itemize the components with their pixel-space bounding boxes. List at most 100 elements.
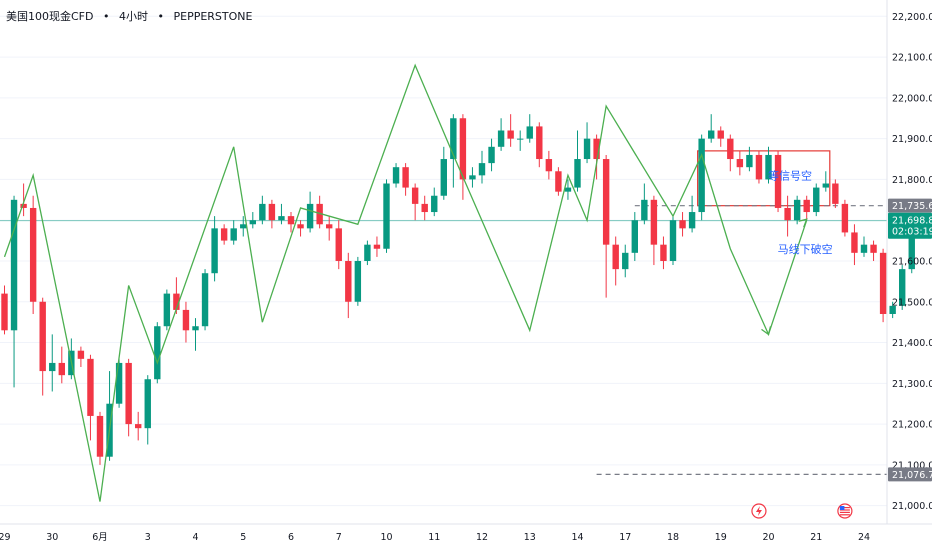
symbol-name[interactable]: 美国100现金CFD [6, 10, 94, 23]
candle[interactable] [469, 167, 476, 188]
candle[interactable] [287, 212, 295, 233]
candle[interactable] [392, 163, 400, 188]
candle[interactable] [201, 269, 209, 331]
candle[interactable] [497, 118, 505, 151]
interval-label[interactable]: 4小时 [118, 10, 148, 23]
candle[interactable] [832, 179, 839, 208]
candle[interactable] [163, 289, 171, 331]
candle[interactable] [431, 187, 438, 217]
candle-body [154, 326, 161, 380]
candle[interactable] [58, 346, 65, 384]
candle[interactable] [259, 195, 266, 225]
candle[interactable] [736, 150, 744, 176]
candle[interactable] [20, 183, 27, 217]
candle[interactable] [583, 122, 591, 164]
candle[interactable] [650, 195, 658, 266]
candle[interactable] [182, 301, 190, 343]
candle[interactable] [526, 114, 533, 143]
candle[interactable] [793, 195, 801, 225]
candle[interactable] [813, 183, 820, 217]
candle[interactable] [29, 195, 37, 314]
candle[interactable] [268, 199, 276, 229]
candle[interactable] [383, 179, 390, 253]
candle[interactable] [889, 301, 896, 319]
candle[interactable] [564, 179, 572, 200]
candle[interactable] [87, 354, 94, 441]
candle[interactable] [688, 195, 696, 233]
candle[interactable] [755, 150, 763, 184]
candle[interactable] [326, 216, 333, 241]
us-flag-icon[interactable] [837, 503, 853, 519]
candle[interactable] [841, 199, 849, 237]
candle[interactable] [297, 220, 304, 237]
candle[interactable] [211, 216, 218, 282]
candle[interactable] [154, 322, 161, 384]
candle[interactable] [507, 114, 514, 147]
candle[interactable] [135, 411, 142, 441]
candle[interactable] [402, 163, 409, 196]
candle[interactable] [593, 134, 600, 180]
candle[interactable] [1, 285, 8, 335]
candle[interactable] [803, 195, 810, 221]
candle[interactable] [373, 236, 381, 257]
candle[interactable] [240, 216, 247, 237]
candle[interactable] [641, 183, 648, 225]
candle[interactable] [335, 220, 342, 270]
candle[interactable] [249, 212, 256, 229]
candle[interactable] [765, 146, 772, 184]
candle[interactable] [517, 130, 524, 151]
candle[interactable] [354, 256, 362, 306]
candle[interactable] [574, 130, 581, 192]
candle[interactable] [411, 183, 419, 221]
candle[interactable] [39, 297, 46, 396]
candle[interactable] [784, 195, 791, 237]
candle[interactable] [478, 150, 486, 184]
candle[interactable] [536, 122, 543, 168]
candle[interactable] [851, 224, 858, 266]
candle-body [259, 203, 266, 221]
candle[interactable] [870, 240, 877, 261]
candle[interactable] [316, 195, 323, 229]
candle[interactable] [660, 236, 667, 270]
candle[interactable] [602, 154, 610, 298]
candle[interactable] [364, 240, 371, 266]
candle[interactable] [879, 248, 887, 323]
candle[interactable] [459, 114, 467, 200]
candle[interactable] [450, 114, 457, 188]
candle[interactable] [860, 236, 868, 257]
candle[interactable] [49, 334, 56, 392]
candle[interactable] [220, 224, 228, 245]
candle[interactable] [717, 126, 724, 147]
candle[interactable] [278, 203, 285, 225]
candle[interactable] [822, 171, 829, 192]
candle[interactable] [440, 146, 447, 200]
candle[interactable] [230, 220, 237, 245]
candle[interactable] [708, 114, 715, 143]
candle[interactable] [96, 411, 104, 465]
candle[interactable] [488, 138, 495, 172]
candle[interactable] [631, 212, 638, 261]
candle[interactable] [144, 375, 151, 445]
candle[interactable] [727, 134, 734, 172]
candle[interactable] [10, 195, 18, 388]
candle[interactable] [115, 358, 123, 408]
candle[interactable] [746, 146, 753, 172]
candle[interactable] [545, 150, 553, 180]
candle[interactable] [306, 191, 314, 233]
candle[interactable] [125, 358, 132, 437]
candle[interactable] [612, 236, 619, 286]
candle[interactable] [555, 167, 562, 196]
flash-icon[interactable] [751, 503, 767, 519]
candle[interactable] [345, 252, 352, 319]
candle[interactable] [679, 212, 686, 237]
candle[interactable] [622, 244, 629, 278]
candle[interactable] [77, 346, 85, 368]
candle[interactable] [899, 265, 906, 310]
candle[interactable] [669, 216, 677, 266]
candle[interactable] [421, 195, 428, 221]
candle[interactable] [698, 134, 705, 221]
candle[interactable] [192, 318, 199, 351]
candle[interactable] [774, 150, 782, 213]
